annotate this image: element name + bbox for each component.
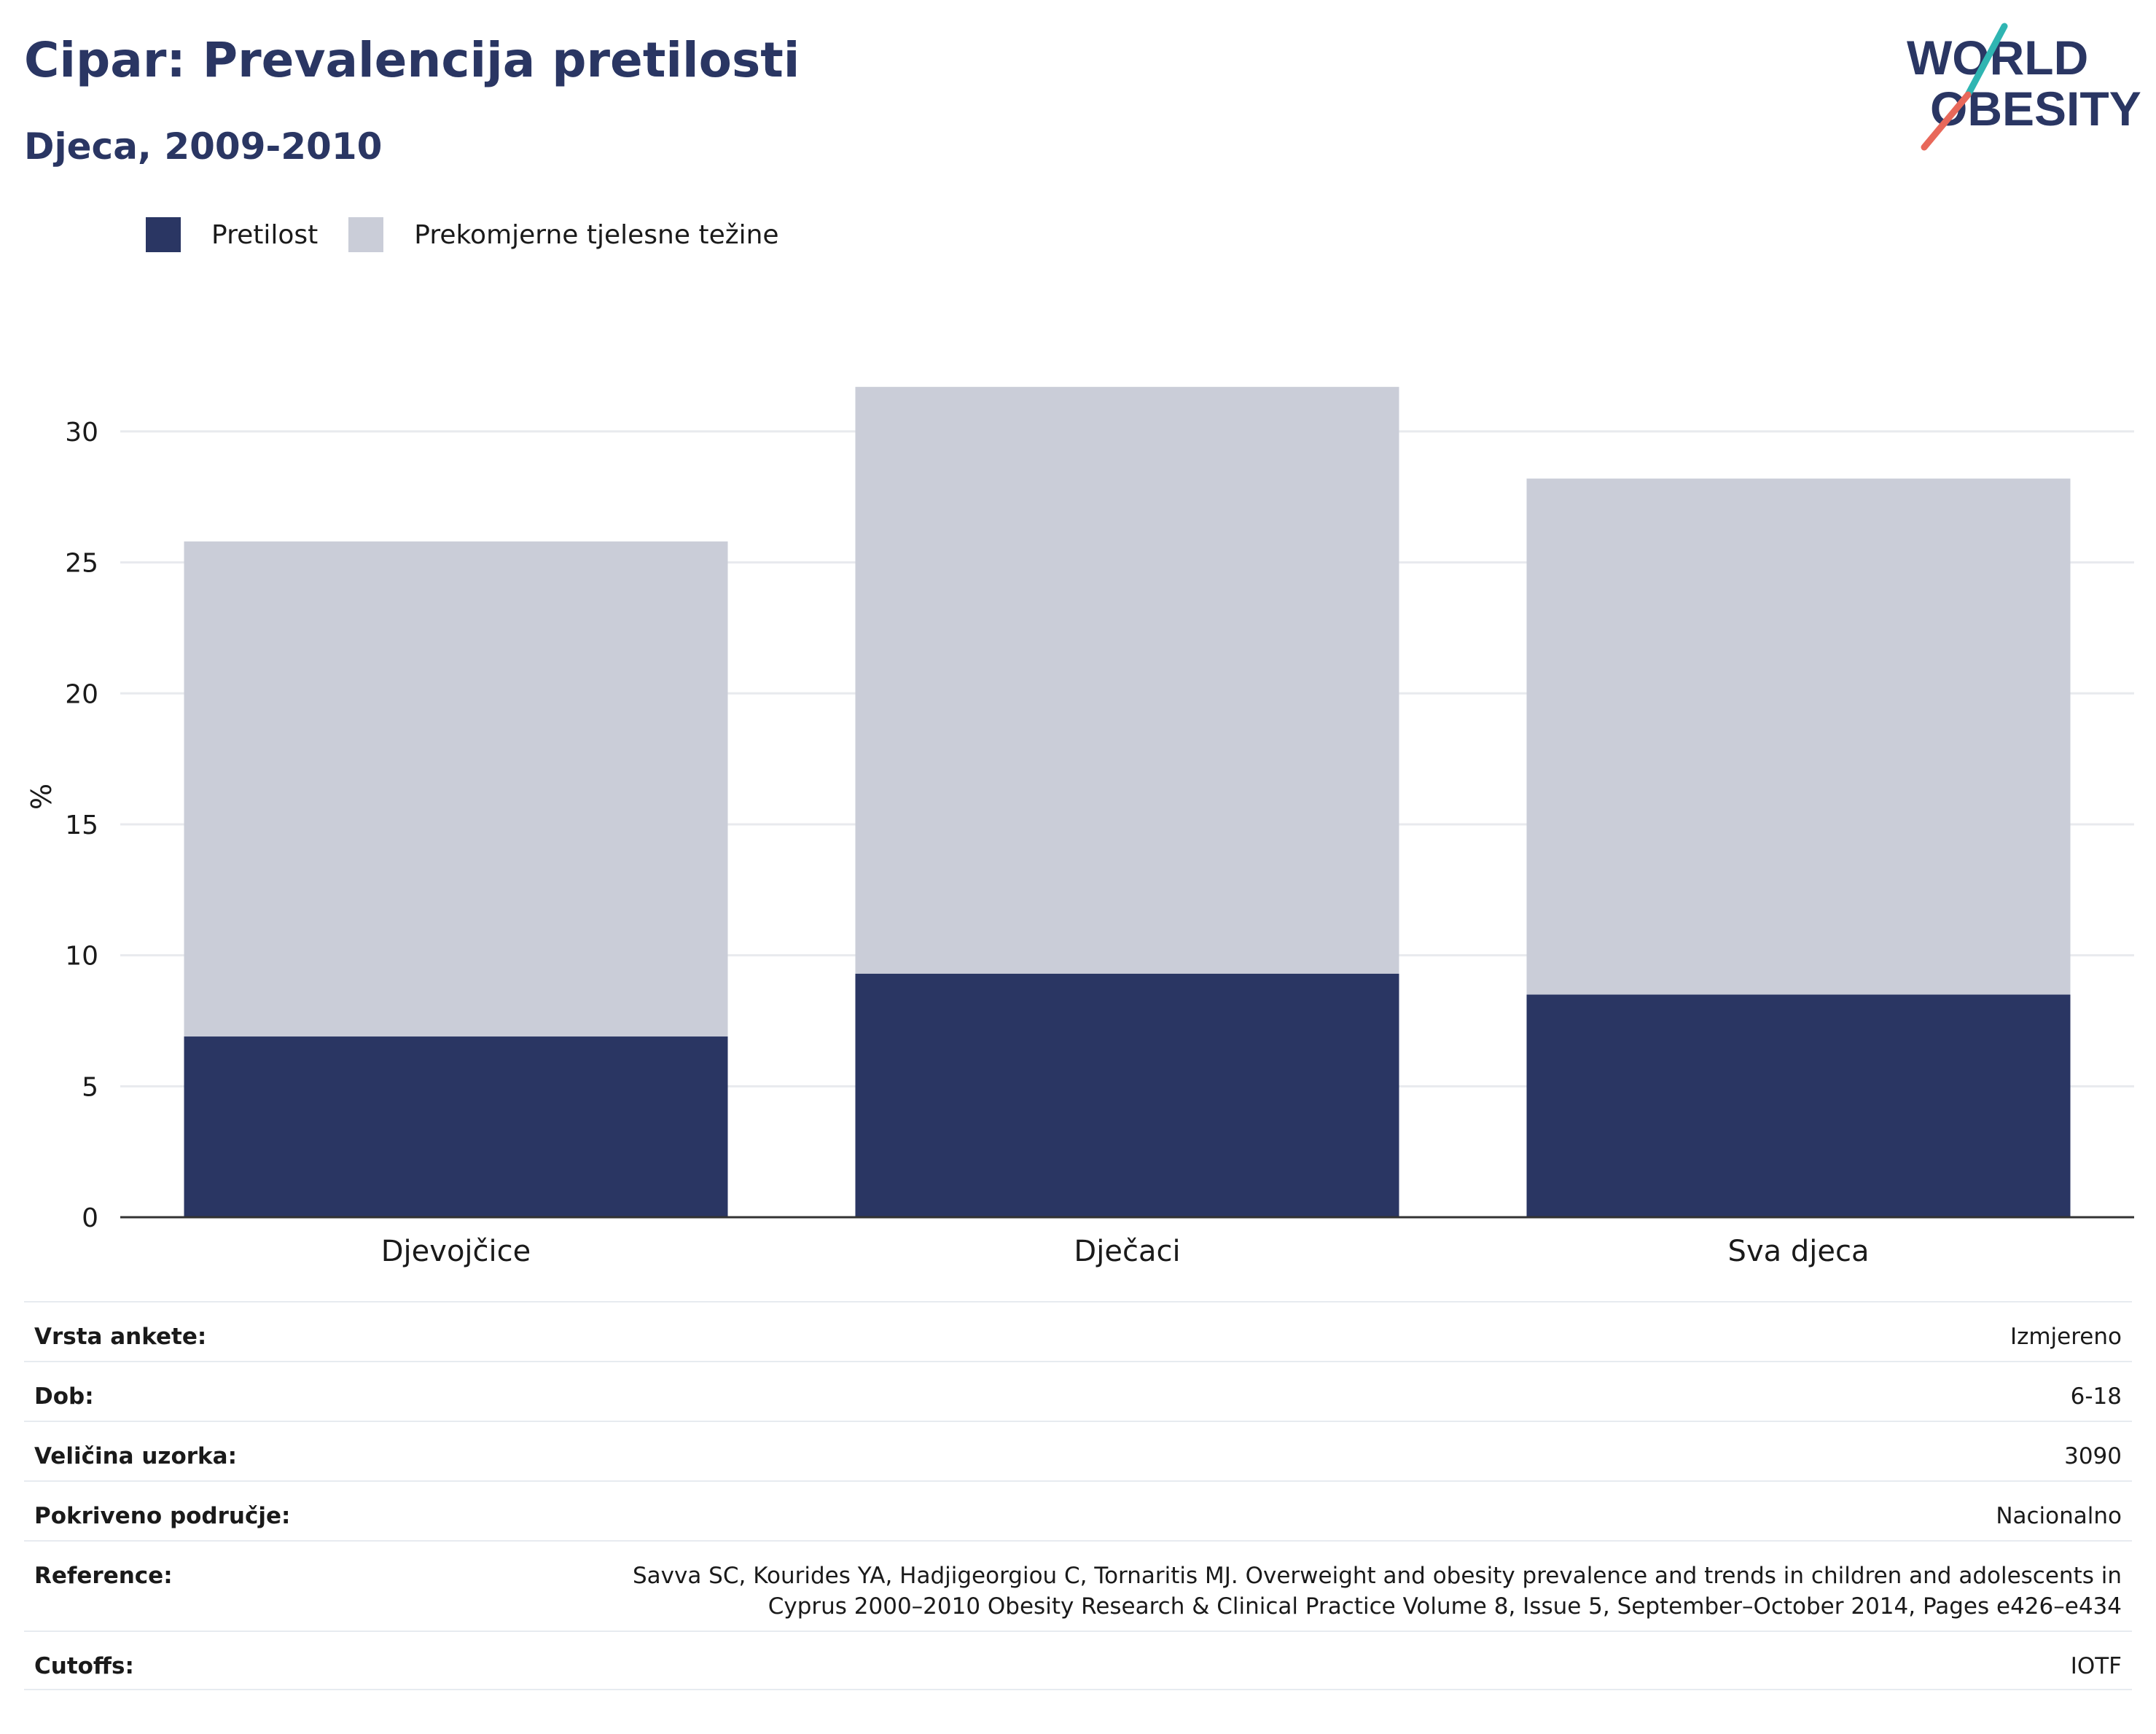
bar-overweight[interactable] [1526,478,2071,995]
x-tick-label: Dječaci [1074,1235,1180,1268]
meta-row: Veličina uzorka: 3090 [24,1421,2132,1480]
meta-value: 3090 [2064,1443,2122,1469]
y-tick-labels: 0 5 10 15 20 25 30 [65,418,98,1233]
bars [184,386,2071,1217]
bar-overweight[interactable] [855,386,1399,974]
bar-obesity[interactable] [1526,994,2071,1217]
meta-key: Reference: [34,1563,173,1589]
y-tick-label: 5 [82,1072,98,1102]
legend-item-obesity[interactable]: Pretilost [146,217,318,252]
meta-key: Cutoffs: [34,1653,134,1679]
legend-swatch-overweight [348,217,384,252]
y-tick-label: 30 [65,418,98,448]
y-tick-label: 0 [82,1203,98,1233]
bar-overweight[interactable] [184,541,728,1037]
legend-label-overweight: Prekomjerne tjelesne težine [414,219,779,250]
meta-value: IOTF [2070,1653,2122,1679]
meta-key: Vrsta ankete: [34,1324,207,1350]
meta-row: Cutoffs: IOTF [24,1630,2132,1690]
survey-details-table: Vrsta ankete: Izmjereno Dob: 6-18 Veličina u… [24,1301,2132,1690]
meta-row: Reference: Savva SC, Kourides YA, Hadjige… [24,1540,2132,1630]
page-title: Cipar: Prevalencija pretilosti [24,32,800,88]
world-obesity-logo: WORLD OBESITY [1907,23,2141,151]
meta-value: 6-18 [2070,1383,2122,1410]
meta-row: Pokriveno područje: Nacionalno [24,1480,2132,1540]
y-tick-label: 25 [65,549,98,579]
meta-value: Savva SC, Kourides YA, Hadjigeorgiou C, … [632,1563,2122,1620]
y-axis-label: % [26,784,58,810]
legend-swatch-obesity [146,217,181,252]
y-tick-label: 15 [65,811,98,840]
meta-value: Izmjereno [2009,1324,2122,1350]
x-tick-label: Djevojčice [381,1235,531,1268]
meta-row: Dob: 6-18 [24,1361,2132,1421]
meta-key: Dob: [34,1383,94,1410]
x-tick-label: Sva djeca [1728,1235,1870,1268]
page-subtitle: Djeca, 2009-2010 [24,125,383,168]
meta-key: Pokriveno područje: [34,1503,291,1529]
x-tick-labels: Djevojčice Dječaci Sva djeca [381,1235,1870,1268]
logo-line-2: OBESITY [1930,82,2141,136]
y-tick-label: 10 [65,942,98,972]
meta-key: Veličina uzorka: [34,1443,237,1469]
bar-obesity[interactable] [855,973,1399,1217]
chart-legend: Pretilost Prekomjerne tjelesne težine [146,217,810,252]
bar-obesity[interactable] [184,1036,728,1217]
y-tick-label: 20 [65,679,98,709]
meta-row: Vrsta ankete: Izmjereno [24,1301,2132,1361]
meta-value: Nacionalno [1996,1503,2122,1529]
legend-label-obesity: Pretilost [211,219,319,250]
legend-item-overweight[interactable]: Prekomjerne tjelesne težine [348,217,779,252]
